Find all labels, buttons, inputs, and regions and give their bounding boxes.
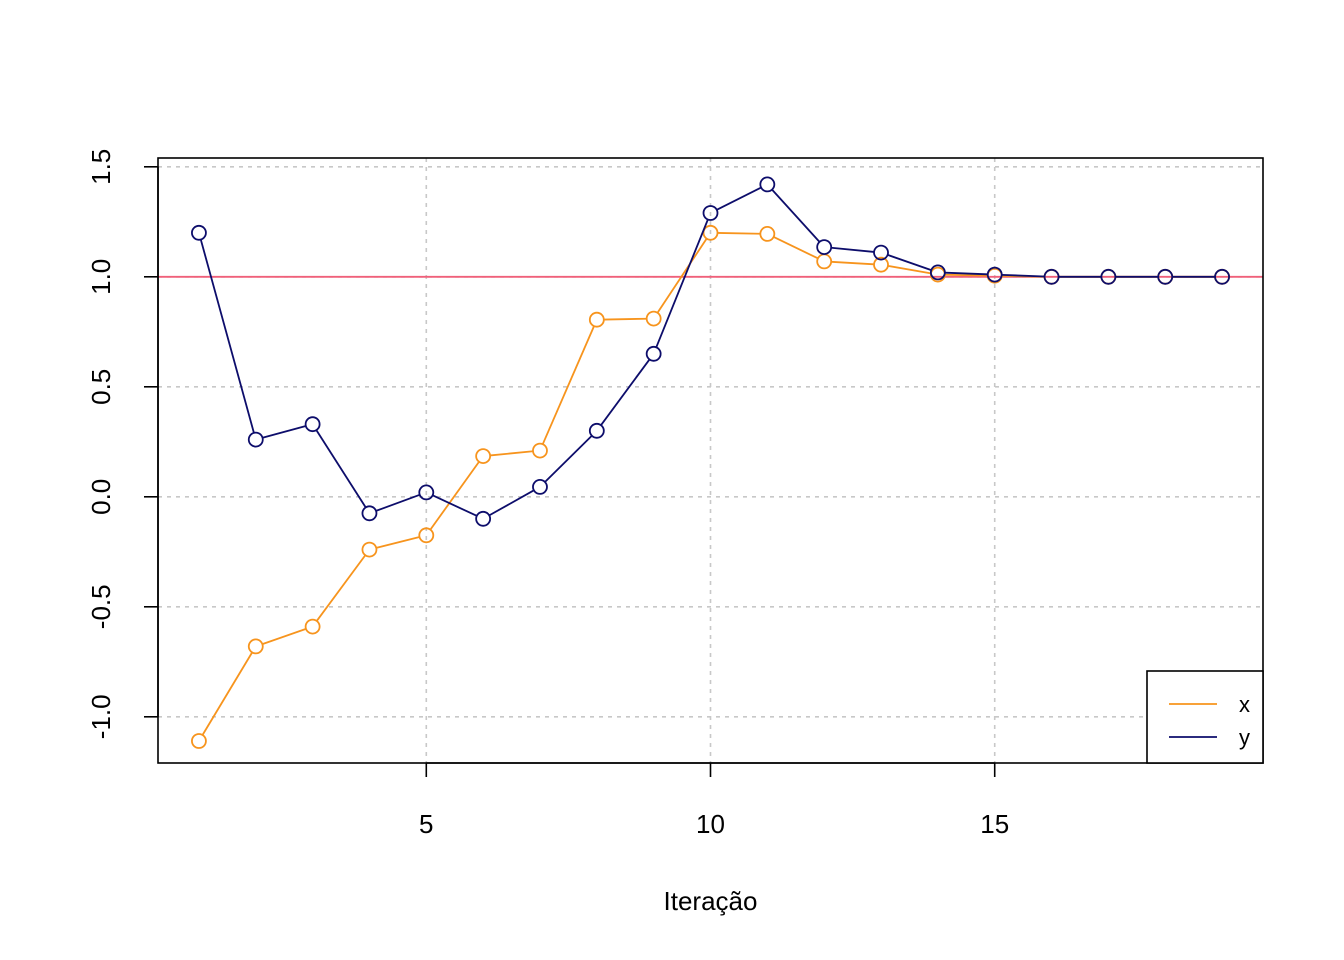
axes: 5 10 15 -1.0 -0.5 0.0 0.5 1.0 1.5 xyxy=(86,149,1009,839)
y-tick-label: 0.5 xyxy=(86,369,116,405)
series-y-segment xyxy=(600,358,651,426)
series-y-point xyxy=(986,266,1003,283)
series-y-segment xyxy=(432,494,478,517)
series-x-point xyxy=(759,225,776,242)
series-x-point xyxy=(191,733,207,749)
series-y-point xyxy=(1157,268,1174,285)
y-tick-label: 0.0 xyxy=(86,479,116,515)
series-x-segment xyxy=(773,236,819,260)
series-y-segment xyxy=(544,435,593,483)
legend-label-y: y xyxy=(1239,725,1250,750)
series-y xyxy=(191,176,1230,527)
series-x-segment xyxy=(717,232,761,235)
y-tick-label: -0.5 xyxy=(86,584,116,629)
series-y-point xyxy=(418,484,435,501)
x-tick-label: 5 xyxy=(419,809,433,839)
series-y-segment xyxy=(716,186,762,211)
series-x-segment xyxy=(831,260,875,266)
legend-box xyxy=(1146,670,1264,764)
series-x-segment xyxy=(603,317,647,321)
series-y-point xyxy=(475,510,492,527)
series-y-point xyxy=(1043,268,1060,285)
x-tick-label: 10 xyxy=(696,809,725,839)
series-y-segment xyxy=(199,239,255,434)
series-y-point xyxy=(1100,268,1117,285)
y-tick-label: 1.0 xyxy=(86,259,116,295)
series-y-point xyxy=(759,176,776,193)
series-x-segment xyxy=(201,651,253,736)
series-x-segment xyxy=(541,325,595,445)
series-y-point xyxy=(873,244,889,261)
series-x-segment xyxy=(262,628,307,645)
series-y-point xyxy=(247,431,264,448)
legend-label-x: x xyxy=(1239,692,1250,717)
series-y-point xyxy=(191,224,207,241)
series-y-segment xyxy=(315,429,367,508)
series-x-point xyxy=(532,442,548,459)
series-y-segment xyxy=(488,489,535,517)
series-x-point xyxy=(702,224,719,241)
series-x-point xyxy=(304,618,321,635)
series-x-point xyxy=(475,448,492,465)
series-y-point xyxy=(361,505,378,522)
series-y-segment xyxy=(1001,273,1045,278)
series-x-point xyxy=(873,256,889,273)
series-x-segment xyxy=(376,536,420,549)
series-y-point xyxy=(304,416,321,433)
series-y-point xyxy=(1214,268,1230,285)
legend: xy xyxy=(1146,670,1264,764)
series-x-point xyxy=(418,527,435,544)
series-x-segment xyxy=(656,238,708,314)
series-x-segment xyxy=(887,265,932,275)
series-x-segment xyxy=(429,461,480,531)
series-y-segment xyxy=(831,246,875,253)
series-x-segment xyxy=(944,273,988,277)
series-y-point xyxy=(702,205,719,221)
series-x-point xyxy=(247,638,264,655)
series-y-segment xyxy=(262,425,307,439)
series-y-point xyxy=(645,345,662,362)
series-y-segment xyxy=(655,219,709,348)
series-x-segment xyxy=(316,554,367,622)
series-y-point xyxy=(816,239,833,256)
series-x-point xyxy=(361,541,378,558)
series-y-segment xyxy=(887,254,932,271)
series-x-point xyxy=(588,311,605,328)
series-y-point xyxy=(532,478,548,495)
series-y-point xyxy=(588,422,605,439)
grid-lines xyxy=(158,158,1263,763)
y-tick-label: -1.0 xyxy=(86,694,116,739)
series-group xyxy=(191,176,1230,749)
series-x-point xyxy=(816,253,833,270)
series-y-segment xyxy=(375,493,421,512)
series-x-segment xyxy=(490,450,534,457)
x-tick-label: 15 xyxy=(980,809,1009,839)
x-axis-title: Iteração xyxy=(664,886,758,916)
y-tick-label: 1.5 xyxy=(86,149,116,185)
series-y-segment xyxy=(771,188,821,243)
series-x-point xyxy=(645,310,662,327)
series-y-point xyxy=(929,264,946,281)
series-y-segment xyxy=(944,271,988,276)
